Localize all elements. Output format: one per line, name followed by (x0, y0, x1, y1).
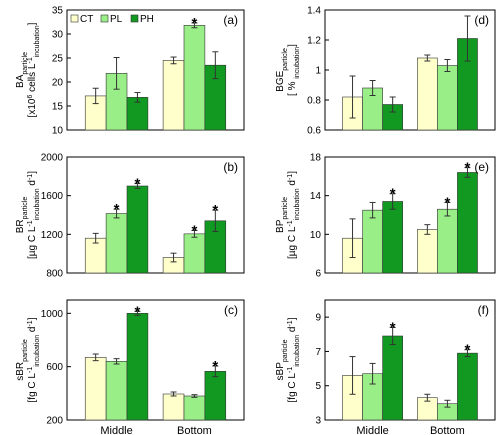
y-tick-label: 6 (315, 269, 321, 280)
panel-label: (a) (223, 13, 238, 27)
bar-ph-middle (126, 185, 149, 274)
bar-ph-bottom (204, 371, 227, 421)
significance-star: * (114, 201, 120, 218)
bar-ct-bottom (162, 60, 185, 131)
bar-ct-bottom (417, 229, 438, 274)
category-label: Middle (356, 425, 388, 435)
bar-pl-bottom (183, 395, 206, 421)
panel-label: (e) (474, 160, 489, 174)
panel-label: (b) (223, 160, 238, 174)
y-tick-label: 30 (52, 30, 64, 41)
bar-ct-bottom (417, 57, 438, 131)
chart-panel-3: 200 600 1000 Middle Bottom * * (c) sBRparticle[f… (15, 299, 245, 435)
bar-pl-middle (105, 213, 128, 274)
y-tick-label: 1.4 (307, 6, 321, 17)
chart-panel-6: 3 5 7 9 Middle Bottom * * (f) sBPparticle[fg C L-… (275, 299, 496, 435)
bar-ct-bottom (162, 393, 185, 421)
y-tick-label: 9 (315, 313, 321, 324)
legend-label-ph: PH (140, 14, 154, 25)
y-tick-label: 3 (315, 416, 321, 427)
legend-swatch-ct (70, 14, 79, 23)
category-label: Bottom (430, 425, 465, 435)
bar-ph-middle (126, 313, 149, 421)
significance-star: * (192, 222, 198, 239)
y-axis-label: BRparticle[µg C L-1incubation d-1] (15, 171, 41, 259)
bar-ct-middle (84, 357, 107, 421)
y-tick-label: 25 (52, 54, 64, 65)
legend: CT PL PH (70, 14, 154, 25)
plot-frame (324, 299, 496, 421)
significance-star: * (212, 358, 218, 375)
y-tick-label: 0.8 (307, 96, 321, 107)
bar-pl-bottom (437, 208, 458, 274)
y-tick-label: 600 (46, 362, 63, 373)
y-tick-label: 1 (315, 66, 321, 77)
bar-ph-middle (382, 201, 403, 274)
y-tick-label: 0.6 (307, 126, 321, 137)
bar-ph-bottom (457, 172, 478, 274)
chart-panel-1: 10 15 20 25 30 35 * (a) BAparticle[x106 cells L-… (15, 6, 245, 137)
y-tick-label: 35 (52, 6, 64, 17)
category-label: Middle (100, 425, 132, 435)
significance-star: * (135, 303, 141, 320)
y-tick-label: 2000 (41, 153, 64, 164)
significance-star: * (192, 15, 198, 32)
bar-pl-bottom (183, 25, 206, 131)
significance-star: * (444, 194, 450, 211)
y-tick-label: 18 (310, 153, 322, 164)
chart-panel-4: 0.6 0.8 1 1.2 1.4 (d) BGEparticle[ % incubatio… (275, 6, 496, 137)
panel-label: (c) (224, 303, 238, 317)
plot-frame (66, 156, 245, 274)
panel-label: (f) (478, 303, 489, 317)
bar-ph-bottom (457, 352, 478, 421)
panel-label: (d) (474, 13, 489, 27)
y-tick-label: 1200 (41, 230, 64, 241)
significance-star: * (465, 342, 471, 359)
legend-label-pl: PL (110, 14, 123, 25)
y-tick-label: 10 (52, 126, 64, 137)
significance-star: * (135, 176, 141, 193)
y-tick-label: 10 (310, 230, 322, 241)
y-tick-label: 20 (52, 78, 64, 89)
y-tick-label: 15 (52, 102, 64, 113)
significance-star: * (390, 319, 396, 336)
plot-frame (66, 9, 245, 131)
y-axis-label: BGEparticle[ % incubation] (275, 44, 301, 96)
y-axis-label: sBRparticle[fg C L-1incubation d-1] (15, 317, 41, 402)
bar-pl-bottom (183, 233, 206, 274)
category-label: Bottom (177, 425, 212, 435)
legend-swatch-ph (130, 14, 139, 23)
significance-star: * (465, 160, 471, 177)
plot-frame (66, 299, 245, 421)
legend-swatch-pl (100, 14, 109, 23)
y-tick-label: 1600 (41, 191, 64, 202)
bar-ph-middle (382, 335, 403, 421)
y-tick-label: 7 (315, 347, 321, 358)
plot-frame (324, 156, 496, 274)
bar-pl-middle (105, 361, 128, 421)
y-axis-label: BPparticle[µg C L-1incubation d-1] (275, 171, 301, 259)
y-tick-label: 14 (310, 191, 322, 202)
significance-star: * (212, 202, 218, 219)
chart-panel-2: 800 1200 1600 2000 * * * * (b) BRparticle[µg C L-… (15, 153, 245, 280)
y-tick-label: 5 (315, 381, 321, 392)
y-axis-label: BAparticle[x106 cells L-1incubation] (15, 22, 41, 117)
significance-star: * (390, 186, 396, 203)
bar-pl-bottom (437, 65, 458, 131)
y-tick-label: 200 (46, 416, 63, 427)
y-tick-label: 800 (46, 269, 63, 280)
legend-label-ct: CT (80, 14, 93, 25)
y-tick-label: 1.2 (307, 36, 321, 47)
bar-pl-middle (362, 209, 383, 274)
y-tick-label: 1000 (41, 309, 64, 320)
y-axis-label: sBPparticle[fg C L-1incubation d-1] (275, 317, 301, 402)
